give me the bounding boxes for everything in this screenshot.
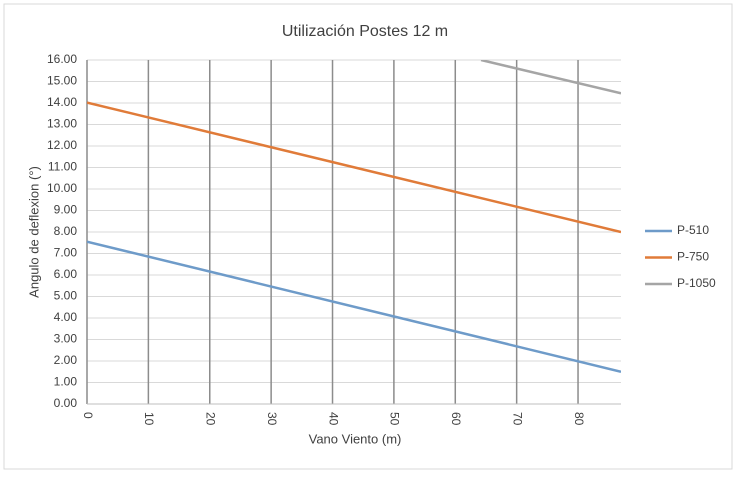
y-tick-label: 6.00 (54, 267, 78, 281)
x-tick-label: 50 (388, 412, 402, 426)
series-line (480, 60, 621, 95)
series-line (87, 240, 621, 373)
y-tick-label: 3.00 (54, 332, 78, 346)
y-tick-label: 4.00 (54, 310, 78, 324)
x-tick-label: 10 (142, 412, 156, 426)
series-line (87, 101, 621, 234)
y-tick-label: 11.00 (48, 160, 77, 174)
x-tick-label: 70 (510, 412, 524, 426)
y-tick-label: 10.00 (47, 181, 77, 195)
legend-label: P-1050 (677, 276, 716, 290)
chart-frame (3, 3, 733, 470)
y-tick-label: 16.00 (47, 52, 77, 66)
x-tick-label: 40 (326, 412, 340, 426)
x-tick-label: 60 (449, 412, 463, 426)
y-tick-label: 12.00 (47, 138, 77, 152)
legend-label: P-750 (677, 250, 709, 264)
x-tick-label: 80 (572, 412, 586, 426)
chart-title: Utilización Postes 12 m (282, 23, 448, 40)
x-axis-label: Vano Viento (m) (309, 431, 402, 446)
legend-label: P-510 (677, 223, 709, 237)
x-tick-label: 0 (81, 412, 95, 419)
y-tick-label: 1.00 (54, 375, 78, 389)
x-tick-label: 30 (265, 412, 279, 426)
y-tick-label: 8.00 (54, 224, 78, 238)
y-tick-label: 14.00 (47, 95, 77, 109)
y-axis-label: Angulo de deflexion (°) (26, 166, 41, 298)
y-tick-label: 15.00 (47, 74, 77, 88)
y-tick-label: 5.00 (54, 289, 78, 303)
x-tick-label: 20 (204, 412, 218, 426)
y-tick-label: 13.00 (47, 117, 77, 131)
y-tick-label: 9.00 (54, 203, 78, 217)
y-tick-label: 7.00 (54, 246, 78, 260)
y-tick-label: 2.00 (54, 353, 78, 367)
y-tick-label: 0.00 (54, 396, 78, 410)
